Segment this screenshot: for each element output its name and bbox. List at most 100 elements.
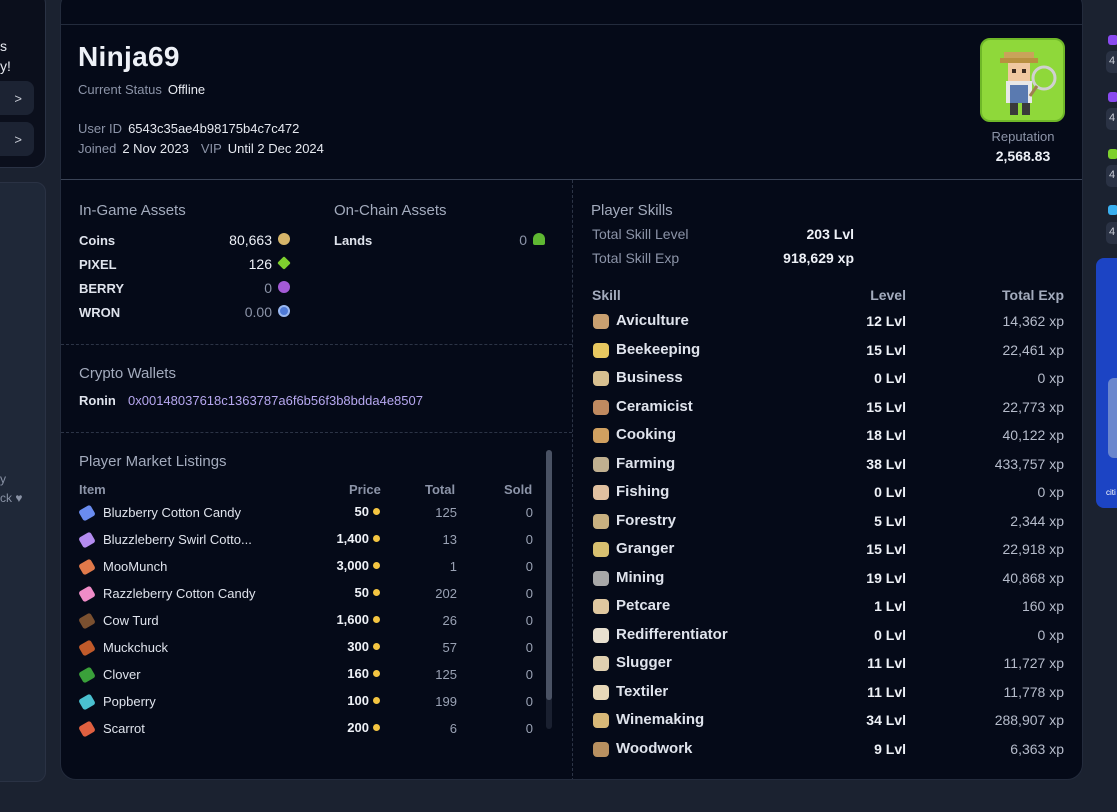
onchain-assets-title: On-Chain Assets (334, 202, 447, 219)
joined-value: 2 Nov 2023 (122, 141, 189, 156)
coin-icon (278, 233, 290, 245)
asset-row-pixel: PIXEL 126 (79, 255, 291, 273)
skill-icon (593, 570, 609, 586)
skill-level: 0 Lvl (874, 484, 906, 500)
tree-icon (533, 233, 545, 245)
skill-icon (593, 428, 609, 443)
skill-row: Forestry 5 Lvl 2,344 xp (593, 511, 1065, 533)
table-row[interactable]: Bluzzleberry Swirl Cotto... 1,400 13 0 (78, 531, 539, 551)
skill-row: Ceramicist 15 Lvl 22,773 xp (593, 397, 1065, 419)
ronin-address-link[interactable]: 0x00148037618c1363787a6f6b56f3b8bdda4e85… (128, 393, 423, 408)
skill-level: 15 Lvl (866, 398, 906, 415)
player-username: Ninja69 (78, 41, 180, 72)
skill-exp: 40,868 xp (1002, 569, 1065, 586)
right-panel-box[interactable]: 4 (1106, 108, 1117, 130)
skill-level: 15 Lvl (866, 541, 906, 557)
right-panel: 4 4 4 4 (1096, 0, 1117, 812)
skill-exp: 11,778 xp (1003, 683, 1064, 700)
item-sold: 0 (525, 667, 533, 682)
skill-name: Textiler (616, 682, 669, 700)
right-panel-box[interactable]: 4 (1106, 165, 1117, 187)
market-scrollbar-thumb[interactable] (546, 450, 552, 700)
item-icon (78, 504, 96, 522)
item-sold: 0 (525, 586, 533, 601)
skill-row: Redifferentiator 0 Lvl 0 xp (593, 625, 1065, 647)
skill-level: 0 Lvl (874, 626, 906, 643)
header-divider (61, 24, 1082, 25)
section-divider (61, 432, 572, 433)
asset-name: WRON (79, 304, 121, 320)
status-label: Current Status (78, 82, 162, 97)
right-promo-banner[interactable]: citi (1096, 258, 1117, 508)
left-panel-card-2 (0, 182, 46, 782)
table-row[interactable]: Muckchuck 300 57 0 (78, 639, 539, 659)
ronin-label: Ronin (79, 393, 116, 408)
skill-icon (593, 542, 609, 557)
reputation-value: 2,568.83 (995, 148, 1051, 164)
table-row[interactable]: Popberry 100 199 0 (78, 693, 539, 713)
item-icon (78, 585, 96, 603)
left-panel-button-2[interactable]: > (0, 122, 34, 156)
right-panel-dot (1108, 92, 1117, 102)
table-row[interactable]: Cow Turd 1,600 26 0 (78, 612, 539, 632)
table-row[interactable]: Bluzberry Cotton Candy 50 125 0 (78, 504, 539, 524)
player-profile-card: Ninja69 Current Status Offline User ID 6… (60, 0, 1083, 780)
skill-row: Slugger 11 Lvl 11,727 xp (593, 653, 1065, 675)
skill-exp: 11,727 xp (1003, 655, 1064, 671)
table-row[interactable]: Scarrot 200 6 0 (78, 720, 539, 740)
skill-icon (593, 456, 609, 472)
table-row[interactable]: Clover 160 125 0 (78, 666, 539, 686)
item-total: 1 (449, 559, 457, 574)
table-row[interactable]: Razzleberry Cotton Candy 50 202 0 (78, 585, 539, 605)
vip-label: VIP (200, 141, 222, 156)
item-icon (78, 531, 96, 549)
skill-icon (593, 485, 609, 500)
skill-name: Slugger (616, 654, 672, 671)
skill-name: Redifferentiator (616, 625, 728, 643)
coin-icon (373, 643, 380, 650)
right-panel-box[interactable]: 4 (1106, 51, 1117, 73)
skill-row: Aviculture 12 Lvl 14,362 xp (593, 311, 1065, 333)
skill-name: Winemaking (616, 711, 705, 728)
item-price: 50 (354, 504, 369, 519)
skill-icon (593, 713, 609, 728)
item-name: Clover (103, 667, 141, 682)
total-skill-exp-label: Total Skill Exp (592, 250, 680, 266)
item-name: Scarrot (103, 721, 145, 736)
item-icon (78, 720, 96, 738)
skill-name: Petcare (616, 597, 671, 614)
skill-row: Business 0 Lvl 0 xp (593, 368, 1065, 390)
item-name: Popberry (103, 694, 156, 709)
skill-level: 1 Lvl (874, 598, 906, 614)
skill-icon (593, 342, 609, 358)
col-header-total: Total (425, 482, 456, 497)
left-panel-small-2: ck ♥ (0, 491, 23, 505)
item-price: 100 (347, 693, 369, 708)
user-id-value[interactable]: 6543c35ae4b98175b4c7c472 (128, 121, 300, 136)
profile-divider (61, 179, 1082, 180)
skill-icon (593, 627, 609, 643)
table-row[interactable]: MooMunch 3,000 1 0 (78, 558, 539, 578)
skill-level: 38 Lvl (866, 455, 906, 472)
column-divider (572, 180, 573, 779)
asset-row-berry: BERRY 0 (79, 279, 290, 297)
skill-exp: 2,344 xp (1010, 512, 1064, 529)
item-icon (78, 558, 96, 576)
item-sold: 0 (525, 505, 533, 520)
left-panel-button-1[interactable]: > (0, 81, 34, 115)
skill-exp: 288,907 xp (994, 712, 1064, 728)
right-panel-dot (1108, 149, 1117, 159)
item-icon (78, 666, 96, 684)
right-panel-box[interactable]: 4 (1106, 222, 1117, 244)
status-value: Offline (167, 82, 206, 97)
item-total: 26 (442, 613, 457, 628)
skill-icon (593, 741, 609, 757)
total-skill-level-value: 203 Lvl (806, 226, 854, 242)
skill-level: 34 Lvl (866, 712, 906, 728)
item-total: 57 (442, 640, 457, 655)
total-skill-level-label: Total Skill Level (592, 226, 689, 242)
item-total: 125 (435, 667, 457, 682)
asset-value: 126 (248, 256, 272, 272)
item-name: Bluzberry Cotton Candy (103, 505, 242, 520)
col-header-item: Item (79, 482, 106, 497)
